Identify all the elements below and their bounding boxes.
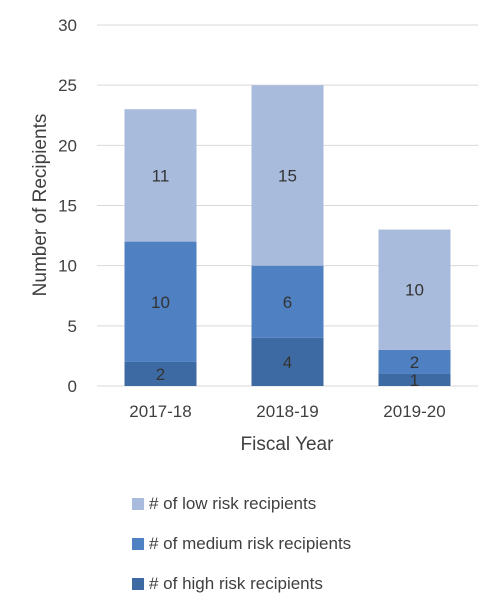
legend: # of low risk recipients # of medium risk… [132, 484, 351, 604]
legend-item: # of high risk recipients [132, 564, 351, 604]
legend-label: # of medium risk recipients [149, 534, 352, 553]
data-label: 10 [405, 281, 424, 300]
y-tick-labels: 0 5 10 15 20 25 30 [58, 16, 77, 396]
y-tick-label: 15 [58, 197, 77, 216]
legend-swatch [132, 498, 144, 510]
x-tick-label: 2018-19 [256, 402, 318, 421]
data-label: 11 [152, 166, 170, 185]
y-tick-label: 20 [58, 136, 77, 155]
y-tick-label: 5 [68, 317, 77, 336]
bar-segment [124, 361, 197, 386]
bar-segment [378, 349, 451, 374]
data-label: 2 [156, 365, 165, 384]
data-label: 2 [410, 353, 419, 372]
bar-segment [124, 241, 197, 362]
legend-item: # of low risk recipients [132, 484, 351, 524]
bar-segment [251, 265, 324, 338]
bar-segment [251, 337, 324, 386]
y-tick-label: 25 [58, 76, 77, 95]
data-label: 10 [151, 293, 170, 312]
y-tick-label: 0 [68, 377, 77, 396]
data-label: 15 [278, 166, 297, 185]
legend-swatch [132, 538, 144, 550]
x-tick-labels: 2017-18 2018-19 2019-20 [129, 402, 445, 421]
legend-item: # of medium risk recipients [132, 524, 351, 564]
x-tick-label: 2017-18 [129, 402, 191, 421]
x-tick-label: 2019-20 [383, 402, 445, 421]
bar-segment [251, 85, 324, 266]
legend-swatch [132, 578, 144, 590]
y-axis-title: Number of Recipients [30, 114, 51, 297]
x-axis-title: Fiscal Year [241, 434, 335, 455]
y-tick-label: 10 [58, 257, 77, 276]
data-label: 1 [410, 371, 419, 390]
legend-label: # of low risk recipients [149, 494, 317, 513]
bar-segment [378, 373, 451, 386]
y-tick-label: 30 [58, 16, 77, 35]
data-label: 4 [283, 353, 292, 372]
bar-segment [378, 229, 451, 350]
legend-label: # of high risk recipients [149, 574, 323, 593]
bar-segment [124, 109, 197, 242]
data-label: 6 [283, 293, 292, 312]
